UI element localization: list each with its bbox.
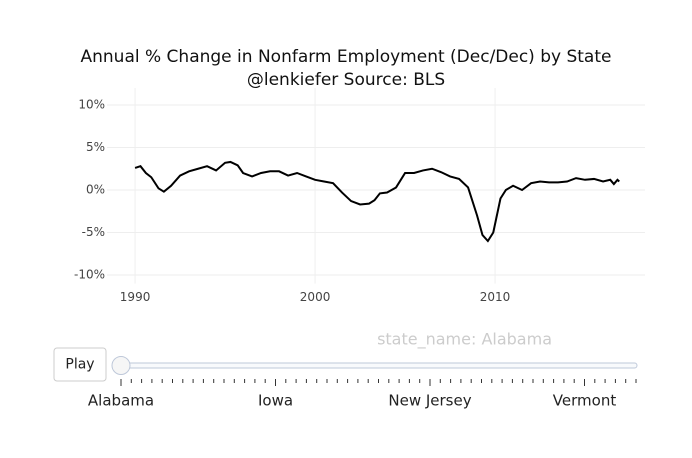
slider-label: New Jersey: [388, 392, 471, 410]
y-tick-label: -10%: [74, 268, 105, 282]
slider-rail[interactable]: [117, 362, 638, 369]
y-tick-label: 10%: [78, 98, 105, 112]
slider-label: Vermont: [553, 392, 617, 410]
y-tick-label: -5%: [82, 225, 105, 239]
x-tick-label: 2000: [300, 290, 331, 304]
x-tick-label: 1990: [120, 290, 151, 304]
slider-handle[interactable]: [111, 356, 131, 375]
slider-ticks: [120, 379, 637, 386]
x-tick-label: 2010: [480, 290, 511, 304]
play-button[interactable]: [53, 347, 107, 382]
y-tick-label: 0%: [86, 183, 105, 197]
slider-label: Iowa: [258, 392, 293, 410]
y-tick-label: 5%: [86, 140, 105, 154]
slider-current-value: state_name: Alabama: [377, 330, 552, 350]
plot-area: -10% -5% 0% 5% 10% 1990 2000 2010: [74, 88, 645, 304]
series-line: [134, 160, 620, 243]
chart-title: Annual % Change in Nonfarm Employment (D…: [81, 47, 612, 67]
slider-label: Alabama: [88, 392, 154, 410]
chart-subtitle: @lenkiefer Source: BLS: [247, 70, 445, 90]
play-button-label[interactable]: Play: [65, 357, 94, 373]
